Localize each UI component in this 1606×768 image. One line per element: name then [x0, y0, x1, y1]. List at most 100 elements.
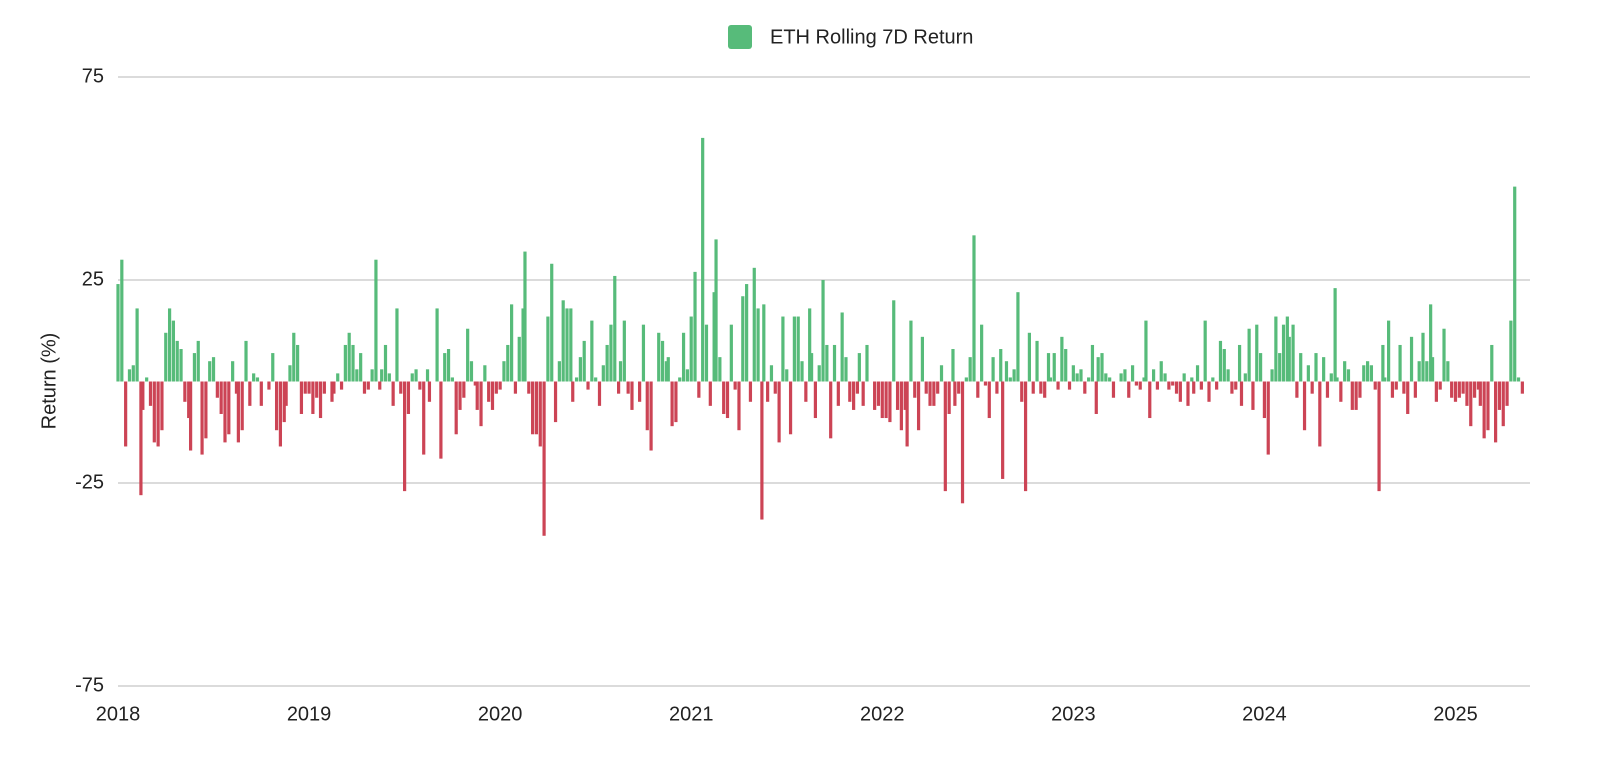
bar: [475, 381, 479, 410]
bar: [179, 349, 183, 382]
bar: [613, 275, 617, 382]
bar: [183, 381, 187, 402]
bar: [288, 365, 292, 382]
x-tick-label: 2025: [1433, 703, 1478, 725]
bar: [175, 340, 179, 382]
bar: [1394, 381, 1398, 390]
bar: [473, 381, 477, 386]
bar: [355, 369, 359, 382]
bar: [1333, 288, 1337, 382]
bar: [336, 373, 340, 382]
bar: [1490, 344, 1494, 382]
bar: [817, 365, 821, 382]
bar: [678, 377, 682, 382]
bar: [840, 312, 844, 382]
bar: [1060, 336, 1064, 382]
bar: [156, 381, 160, 447]
bar: [1142, 377, 1146, 382]
bar: [1469, 381, 1473, 427]
bar: [752, 267, 756, 382]
bar: [462, 381, 466, 398]
bar: [903, 381, 907, 410]
bar: [299, 381, 304, 414]
bar: [1108, 377, 1112, 382]
bar: [1182, 373, 1186, 382]
bar: [1478, 381, 1482, 406]
bar: [1335, 377, 1339, 382]
bar: [1048, 377, 1053, 382]
bar: [189, 381, 193, 451]
bar: [510, 304, 514, 382]
bar: [638, 381, 642, 402]
bar: [1226, 369, 1230, 382]
bar: [523, 251, 527, 382]
bar: [1302, 381, 1307, 431]
bar: [1163, 373, 1167, 382]
legend-swatch: [728, 25, 752, 49]
bar: [506, 344, 510, 382]
bar: [617, 381, 621, 394]
bar: [370, 369, 374, 382]
bar: [531, 381, 535, 435]
bar: [274, 381, 279, 431]
bar: [714, 239, 718, 382]
bar: [406, 381, 411, 414]
bar: [200, 381, 204, 455]
bar: [920, 336, 925, 382]
bar: [196, 340, 200, 382]
bar: [844, 357, 848, 382]
bar: [1167, 381, 1171, 390]
bar: [527, 381, 531, 394]
bar: [788, 381, 793, 435]
bar: [1350, 381, 1354, 410]
bar: [916, 381, 921, 431]
bar: [435, 308, 439, 382]
bar: [1281, 324, 1286, 382]
bar: [630, 381, 634, 410]
bar: [1262, 381, 1267, 419]
bar: [1486, 381, 1490, 431]
bar: [1406, 381, 1410, 414]
bar: [980, 324, 984, 382]
bar: [892, 300, 896, 382]
bar: [861, 381, 865, 406]
bar: [1409, 336, 1414, 382]
bar: [454, 381, 458, 435]
bar: [1192, 381, 1196, 394]
bar: [1218, 340, 1223, 382]
bar: [215, 381, 219, 398]
bar: [729, 324, 733, 382]
bar: [139, 381, 143, 496]
bar: [124, 381, 128, 447]
bar: [693, 271, 697, 382]
bar: [561, 300, 565, 382]
bar: [848, 381, 852, 402]
bar: [259, 381, 263, 406]
bar: [605, 344, 609, 382]
bar: [571, 381, 575, 402]
bar: [223, 381, 227, 443]
bar: [972, 235, 976, 382]
bar: [880, 381, 884, 419]
bar: [1306, 365, 1310, 382]
bar: [1450, 381, 1454, 398]
bar: [1358, 381, 1362, 398]
bar: [160, 381, 164, 431]
bar: [1442, 328, 1446, 382]
bar: [1318, 381, 1322, 447]
bar: [1362, 365, 1366, 382]
bar: [399, 381, 403, 394]
bar: [1111, 381, 1116, 398]
bar: [769, 365, 774, 382]
bar: [204, 381, 208, 439]
bar: [1100, 353, 1104, 382]
bar: [282, 381, 286, 423]
bar: [502, 361, 506, 382]
bar: [1476, 381, 1481, 390]
y-tick-label: -75: [75, 674, 104, 696]
bar: [439, 381, 443, 459]
bar: [773, 381, 777, 394]
bar: [332, 381, 336, 394]
bar: [227, 381, 231, 435]
